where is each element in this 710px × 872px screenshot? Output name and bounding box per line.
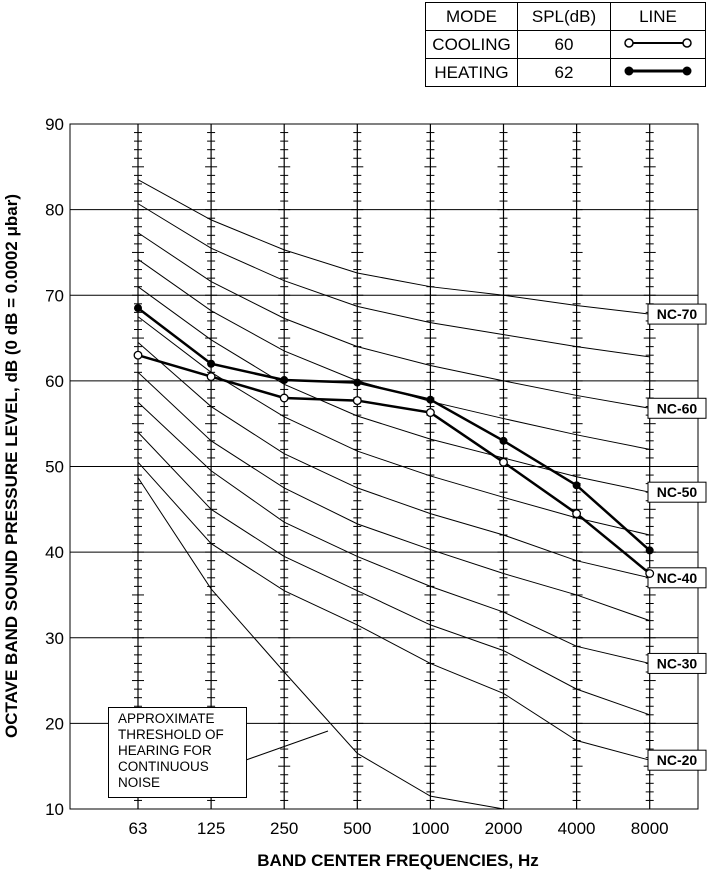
- note-leader-line: [245, 730, 329, 761]
- note-line: HEARING FOR: [118, 743, 212, 758]
- data-point-cooling: [499, 457, 508, 467]
- note-line: THRESHOLD OF: [118, 727, 224, 742]
- x-tick-label: 63: [129, 819, 148, 838]
- data-point-heating: [645, 546, 654, 555]
- x-axis-title: BAND CENTER FREQUENCIES, Hz: [257, 851, 538, 870]
- hearing-threshold-note: APPROXIMATE THRESHOLD OF HEARING FOR CON…: [108, 707, 247, 798]
- x-tick-label: 2000: [485, 819, 523, 838]
- nc-curve: [137, 341, 650, 579]
- y-tick-label: 40: [45, 543, 64, 562]
- data-point-cooling: [572, 509, 582, 519]
- data-point-heating: [207, 359, 216, 368]
- legend-row-heating: HEATING 62: [425, 58, 706, 87]
- data-point-cooling: [206, 372, 216, 382]
- x-tick-label: 4000: [558, 819, 596, 838]
- axis-labels: 10 20 30 40 50 60 70 80 90 63 125 250 500 1000 2000 400…: [45, 115, 669, 838]
- nc-curve: [137, 461, 650, 761]
- legend-header-mode: MODE: [425, 2, 518, 31]
- nc-curve-label: NC-20: [657, 752, 698, 768]
- x-tick-label: 8000: [631, 819, 669, 838]
- note-line: NOISE: [118, 775, 161, 790]
- nc-label-box: [647, 567, 707, 589]
- legend-header-row: MODE SPL(dB) LINE: [425, 2, 706, 31]
- nc-curve: [137, 401, 650, 664]
- data-point-heating: [499, 436, 508, 445]
- nc-curve-label: NC-30: [657, 655, 698, 671]
- note-line: APPROXIMATE: [118, 711, 215, 726]
- series-line-heating: [137, 307, 651, 552]
- nc-label-box: [647, 481, 707, 503]
- nc-curve: [137, 286, 650, 493]
- legend-spl-cooling: 60: [517, 30, 611, 59]
- nc-curve: [137, 431, 650, 716]
- nc-curve-label: NC-70: [657, 306, 698, 322]
- legend-mode-cooling: COOLING: [425, 30, 518, 59]
- nc-curve: [137, 203, 650, 358]
- nc-curve: [137, 371, 650, 622]
- data-point-heating: [134, 304, 142, 313]
- data-point-heating: [353, 378, 362, 387]
- nc-label-box: [647, 303, 707, 325]
- y-tick-label: 60: [45, 372, 64, 391]
- data-point-cooling: [352, 396, 362, 406]
- data-point-heating: [280, 376, 289, 385]
- y-tick-label: 50: [45, 458, 64, 477]
- data-point-cooling: [279, 393, 289, 403]
- y-tick-label: 90: [45, 115, 64, 134]
- data-series: [133, 304, 655, 578]
- x-tick-label: 500: [343, 819, 371, 838]
- series-line-cooling: [137, 353, 651, 575]
- nc-curve-label: NC-50: [657, 484, 698, 500]
- nc-curve: [137, 179, 650, 315]
- nc-label-box: [647, 749, 707, 771]
- filled-circle-line-icon: [610, 58, 706, 87]
- y-tick-label: 70: [45, 286, 64, 305]
- nc-curve: [137, 258, 650, 450]
- nc-curve: [137, 477, 504, 810]
- data-point-heating: [426, 395, 435, 404]
- data-point-cooling: [425, 408, 435, 418]
- nc-label-box: [647, 652, 707, 674]
- legend-header-spl: SPL(dB): [517, 2, 611, 31]
- nc-curve: [137, 232, 650, 409]
- legend-mode-heating: HEATING: [425, 58, 518, 87]
- x-tick-label: 250: [270, 819, 298, 838]
- y-tick-label: 10: [45, 800, 64, 819]
- open-circle-line-icon: [610, 30, 706, 59]
- legend-header-line: LINE: [610, 2, 706, 31]
- nc-label-box: [647, 397, 707, 419]
- nc-curve: [137, 316, 650, 536]
- data-point-cooling: [645, 569, 655, 578]
- data-point-cooling: [133, 350, 143, 360]
- data-point-heating: [572, 481, 581, 490]
- x-tick-label: 1000: [411, 819, 449, 838]
- nc-curve-label: NC-60: [657, 400, 698, 416]
- y-tick-label: 30: [45, 629, 64, 648]
- legend-table: MODE SPL(dB) LINE COOLING 60 HEATING 62: [425, 2, 706, 87]
- x-tick-label: 125: [197, 819, 225, 838]
- y-axis-title: OCTAVE BAND SOUND PRESSURE LEVEL, dB (0 …: [2, 194, 21, 738]
- nc-curves: NC-70 NC-60 NC-50 NC-40 NC-30 NC-20: [137, 179, 707, 810]
- grid: [69, 123, 699, 810]
- y-tick-label: 80: [45, 201, 64, 220]
- y-tick-label: 20: [45, 714, 64, 733]
- note-line: CONTINUOUS: [118, 759, 209, 774]
- legend-row-cooling: COOLING 60: [425, 30, 706, 59]
- legend-spl-heating: 62: [517, 58, 611, 87]
- nc-curve-label: NC-40: [657, 570, 698, 586]
